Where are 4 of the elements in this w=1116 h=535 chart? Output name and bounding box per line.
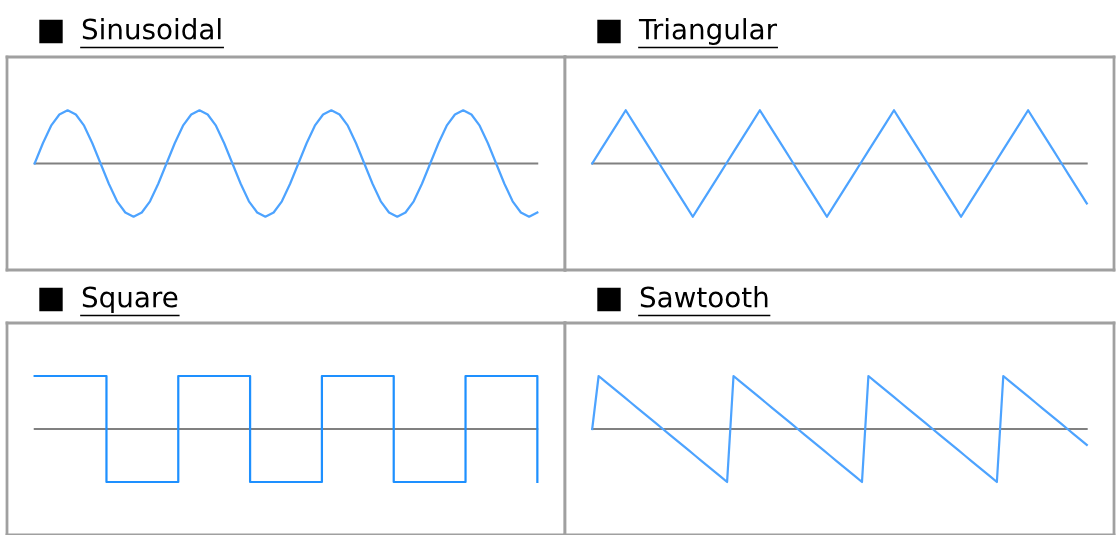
chart-title: Sinusoidal: [82, 18, 221, 40]
chart-title: Triangular: [638, 18, 778, 45]
chart-title: Sawtooth: [640, 286, 768, 308]
chart-title: Square: [82, 286, 178, 313]
